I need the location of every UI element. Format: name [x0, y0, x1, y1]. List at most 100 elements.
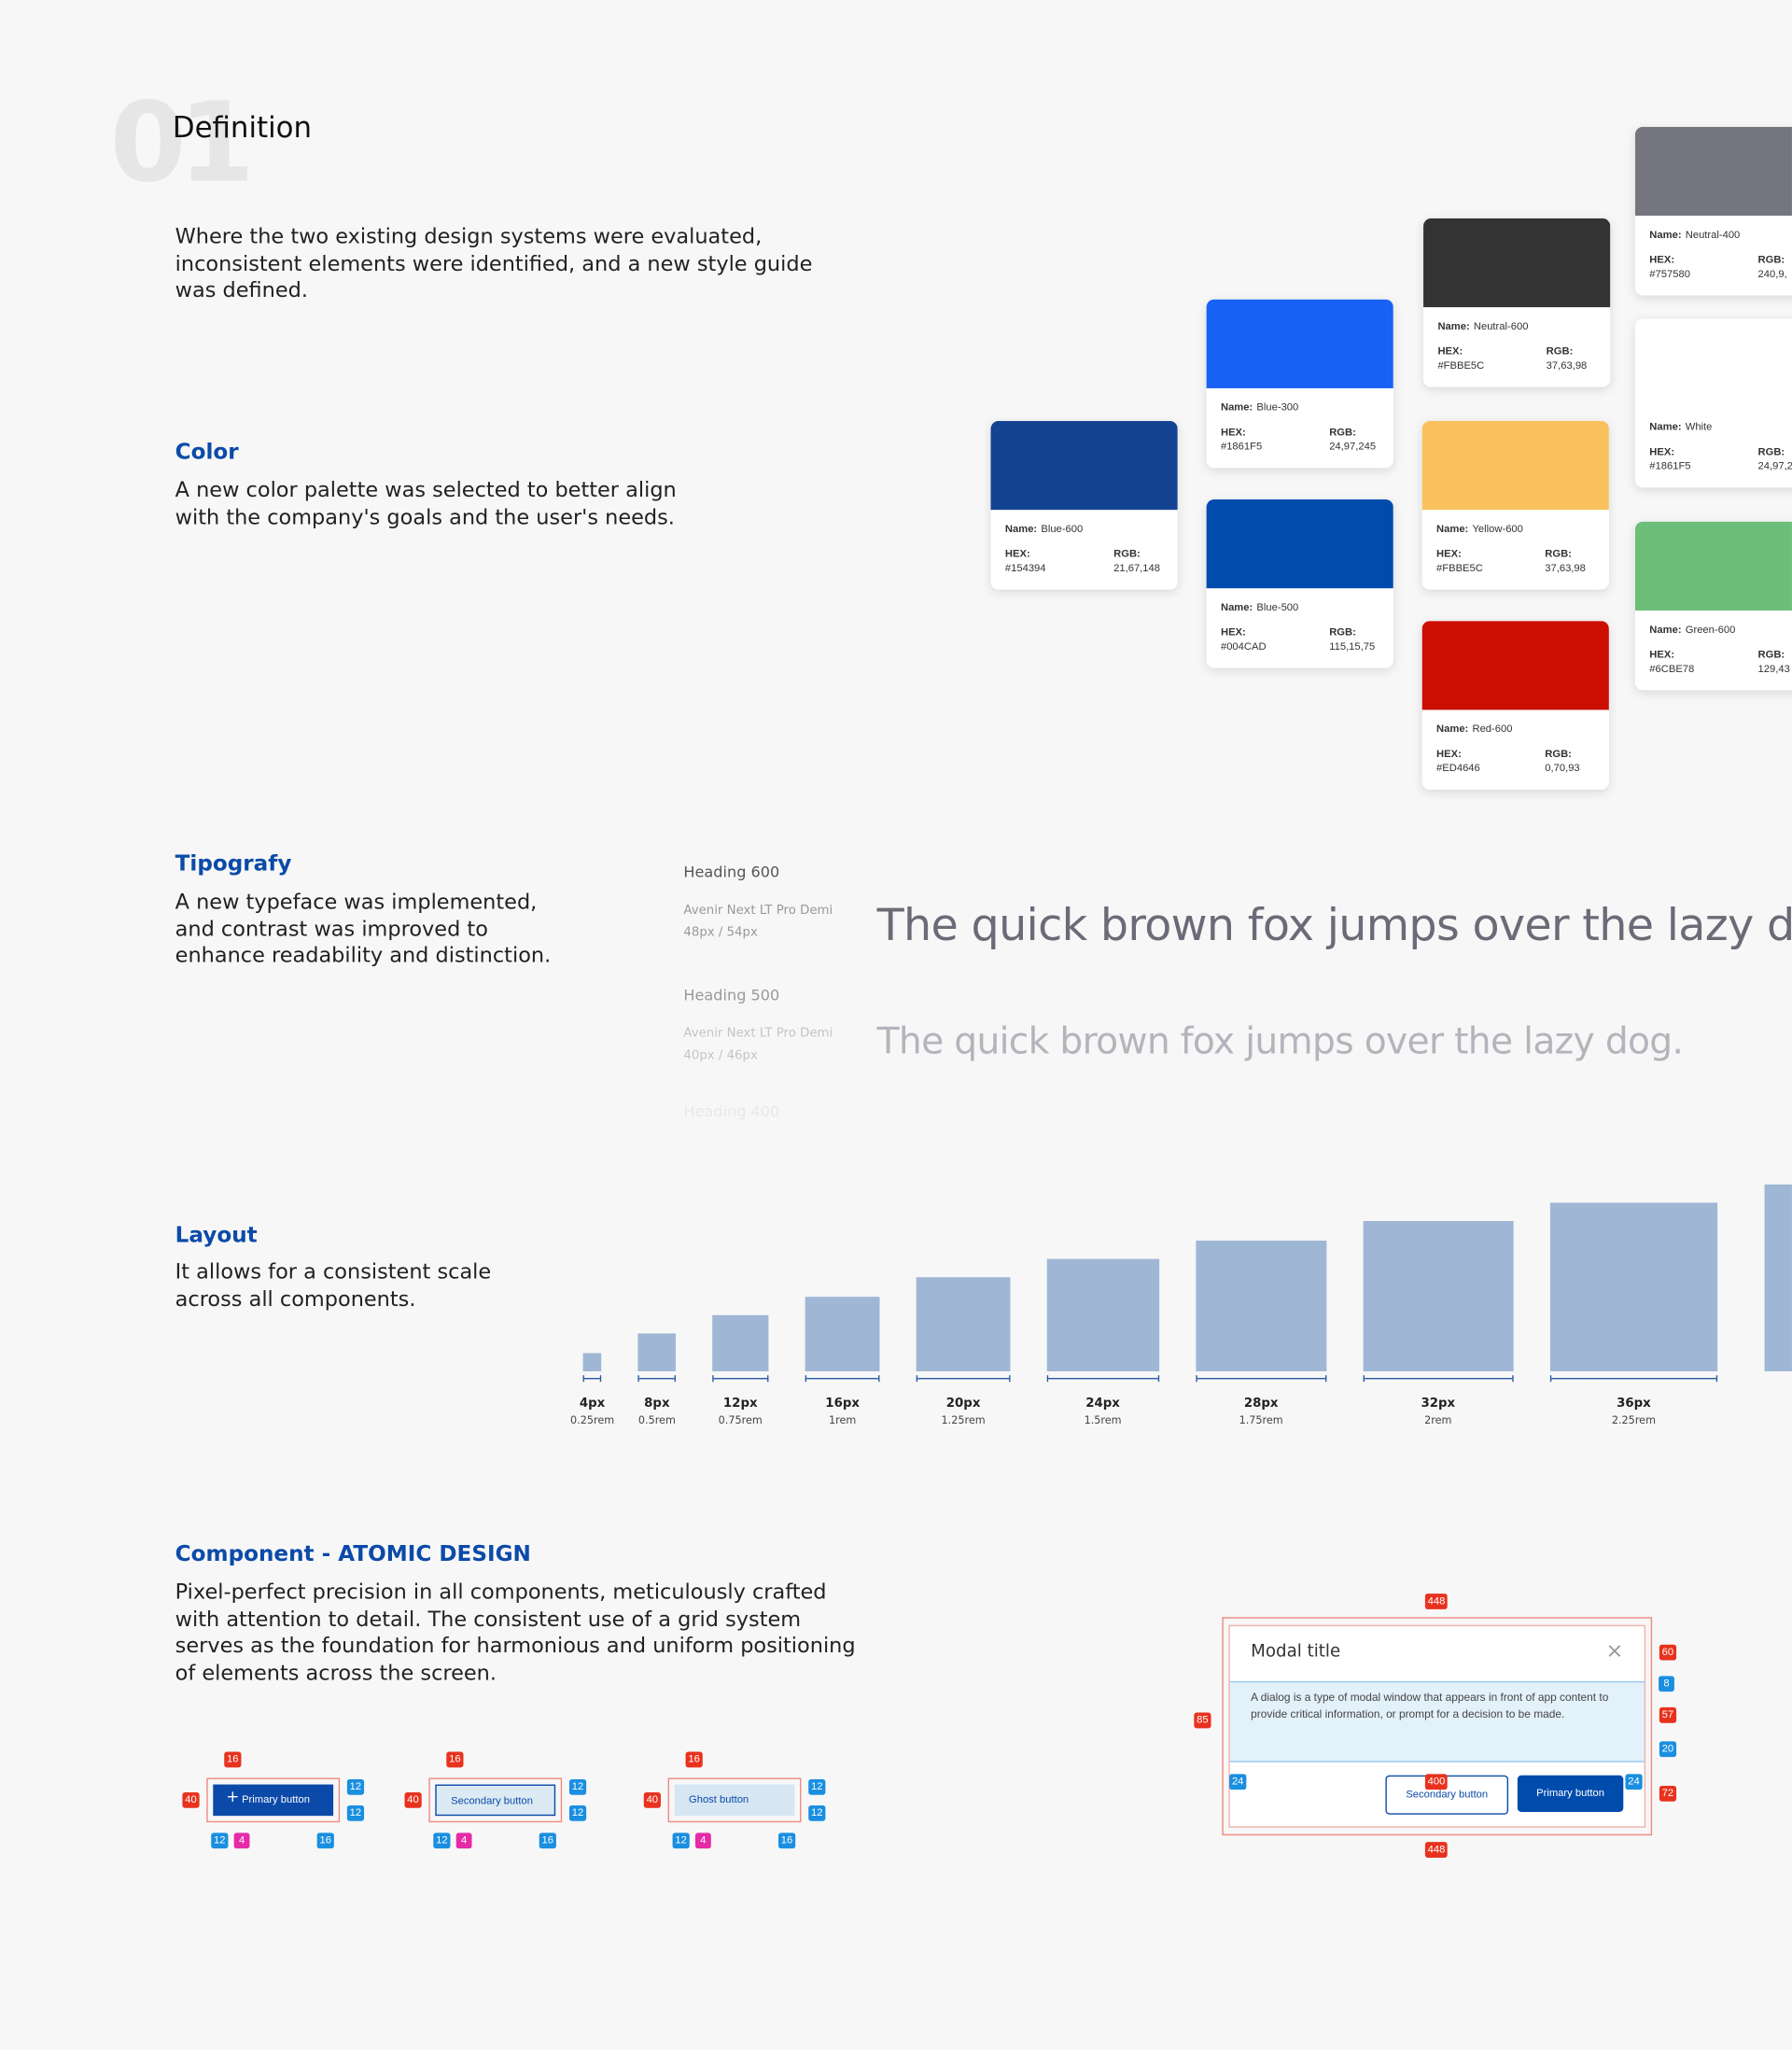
font-size: 40px / 46px: [683, 1048, 758, 1063]
color-card: Name: Red-600 HEX: #ED4646 RGB: 0,70,93: [1421, 621, 1609, 790]
rgb-value: 37,63,98: [1546, 359, 1588, 372]
hex-value: #004CAD: [1220, 640, 1267, 653]
scale-box: [805, 1296, 880, 1371]
spec-button: Primary button: [213, 1784, 334, 1817]
button-frame: [428, 1777, 563, 1823]
scale-rem: 1rem: [828, 1414, 857, 1426]
color-card: Name: Neutral-600 HEX: #FBBE5C RGB: 37,63,98: [1423, 218, 1611, 387]
swatch: [1423, 218, 1611, 308]
hex-label: HEX:: [1649, 648, 1675, 661]
scale-box: [637, 1333, 676, 1371]
name-label: Name:: [1649, 623, 1682, 636]
scale-rem: 2.25rem: [1611, 1414, 1656, 1426]
scale-label: 8px: [644, 1396, 670, 1411]
scale-box: [582, 1352, 602, 1371]
hex-value: #FBBE5C: [1437, 359, 1485, 372]
name-value: Blue-300: [1256, 400, 1299, 414]
badge: 40: [404, 1791, 422, 1808]
font-name: Avenir Next LT Pro Demi: [683, 903, 833, 919]
rgb-label: RGB:: [1757, 445, 1785, 458]
scale-label: 16px: [825, 1396, 860, 1411]
badge: 400: [1424, 1774, 1449, 1790]
rgb-value: 0,70,93: [1545, 762, 1580, 775]
scale-rem: 0.75rem: [718, 1414, 763, 1426]
hex-value: #6CBE78: [1649, 663, 1695, 675]
badge: 57: [1659, 1706, 1676, 1723]
swatch: [990, 420, 1178, 511]
badge: 40: [182, 1791, 200, 1808]
name-label: Name:: [1436, 523, 1469, 535]
scale-ruler: [1046, 1375, 1159, 1383]
primary-button: Primary button: [1517, 1775, 1624, 1812]
badge: 4: [455, 1832, 472, 1849]
badge: 4: [695, 1832, 711, 1849]
rgb-label: RGB:: [1113, 547, 1141, 560]
rgb-value: 115,15,75: [1329, 640, 1376, 653]
badge: 16: [778, 1832, 796, 1849]
close-icon: ×: [1605, 1637, 1624, 1664]
modal-body: A dialog is a type of modal window that …: [1251, 1690, 1609, 1720]
rgb-label: RGB:: [1329, 625, 1356, 639]
color-card: Name: Yellow-600 HEX: #FBBE5C RGB: 37,63,98: [1421, 420, 1609, 590]
badge: 4: [233, 1832, 250, 1849]
rgb-label: RGB:: [1329, 426, 1356, 439]
hex-label: HEX:: [1220, 426, 1246, 439]
scale-rem: 1.5rem: [1084, 1414, 1122, 1426]
plus-icon: +: [226, 1787, 240, 1805]
swatch: [1634, 318, 1792, 408]
badge: 40: [643, 1791, 661, 1808]
scale-rem: 2rem: [1424, 1414, 1452, 1426]
color-card: Name: Blue-600 HEX: #154394 RGB: 21,67,148: [990, 420, 1178, 590]
page-title: Definition: [172, 112, 313, 146]
badge: 8: [1659, 1676, 1674, 1692]
scale-label: 4px: [579, 1396, 606, 1411]
hex-value: #1861F5: [1220, 440, 1263, 453]
scale-rem: 1.25rem: [941, 1414, 986, 1426]
scale-ruler: [1549, 1375, 1718, 1383]
type-sample: The quick brown fox jumps over the lazy …: [876, 899, 1792, 952]
button-frame: [206, 1777, 341, 1823]
scale-label: 28px: [1243, 1396, 1279, 1411]
type-sample: The quick brown fox jumps over the lazy …: [876, 1019, 1684, 1063]
badge: 448: [1424, 1842, 1449, 1858]
name-label: Name:: [1004, 523, 1038, 535]
name-label: Name:: [1649, 229, 1682, 241]
body-area: [1229, 1680, 1645, 1762]
name-label: Name:: [1220, 601, 1253, 613]
modal-title: Modal title: [1251, 1641, 1341, 1662]
rgb-label: RGB:: [1545, 547, 1572, 560]
badge: 12: [672, 1832, 690, 1849]
badge: 16: [446, 1751, 464, 1768]
name-value: White: [1685, 420, 1713, 433]
badge: 12: [346, 1804, 364, 1821]
swatch: [1634, 126, 1792, 217]
name-label: Name:: [1437, 320, 1470, 332]
rgb-label: RGB:: [1546, 344, 1574, 358]
spec-outline: [1222, 1617, 1653, 1836]
scale-label: 24px: [1085, 1396, 1120, 1411]
scale-ruler: [1363, 1375, 1513, 1383]
intro: Where the two existing design systems we…: [175, 223, 813, 303]
name-row: Name: Red-600: [1436, 723, 1512, 735]
name-label: Name:: [1649, 420, 1682, 433]
scale-box: [1195, 1240, 1327, 1371]
name-value: Blue-500: [1256, 601, 1299, 613]
scale-box: [916, 1277, 1011, 1371]
hex-label: HEX:: [1437, 344, 1463, 358]
font-name: Avenir Next LT Pro Demi: [683, 1026, 833, 1041]
name-label: Name:: [1220, 400, 1253, 414]
badge: 12: [808, 1804, 826, 1821]
hex-label: HEX:: [1004, 547, 1030, 560]
style-name: Heading 400: [683, 1102, 780, 1121]
name-row: Name: Blue-500: [1221, 601, 1298, 613]
badge: 448: [1424, 1594, 1449, 1609]
spec-button: Ghost button: [674, 1784, 795, 1817]
name-value: Yellow-600: [1472, 523, 1523, 535]
rgb-value: 129,43: [1757, 663, 1790, 675]
name-row: Name: Neutral-600: [1437, 320, 1528, 332]
section-title: Tipografy: [175, 850, 292, 877]
spec-button: Secondary button: [435, 1784, 556, 1817]
badge: 12: [568, 1778, 587, 1795]
